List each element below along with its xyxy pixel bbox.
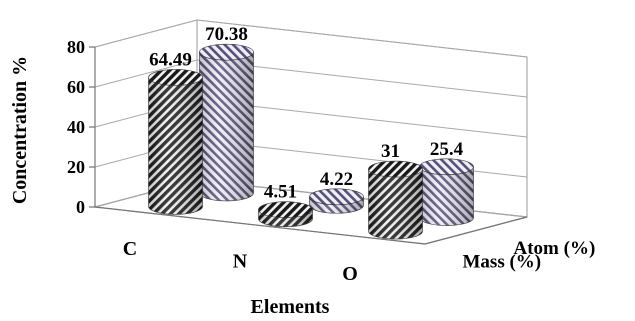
y-axis-title: Concentration % (9, 56, 31, 204)
cylinder-shade (419, 166, 474, 226)
y-tick-label: 80 (67, 37, 85, 57)
cylinder-top (258, 201, 313, 219)
category-label: C (123, 238, 137, 260)
y-tick-label: 20 (67, 157, 85, 177)
y-tick-label: 60 (67, 77, 85, 97)
cylinder-top (199, 43, 254, 61)
labels: 0 20 40 60 80 C N O Mass (%)Atom (%) 70.38 4.22 25.… (67, 24, 595, 285)
data-label: 25.4 (430, 139, 464, 160)
gridline (94, 59, 528, 98)
cylinder-shade (199, 52, 254, 201)
data-label: 4.22 (320, 169, 353, 190)
x-axis-title: Elements (251, 296, 330, 318)
series-label: Mass (%) (463, 251, 542, 272)
series-label: Atom (%) (514, 238, 596, 259)
cylinder-top (368, 160, 423, 178)
data-label: 31 (381, 141, 400, 162)
gridline (94, 19, 528, 58)
cylinder-shade (148, 77, 203, 215)
data-label: 64.49 (149, 49, 192, 70)
y-tick-label: 0 (76, 197, 85, 217)
bars (148, 43, 474, 240)
bar-mass-n (258, 201, 313, 228)
depth-axis-line (424, 216, 528, 245)
bar-atom-c (199, 43, 254, 202)
bar-mass-c (148, 69, 203, 215)
bar-atom-n (309, 188, 364, 214)
bar-mass-o (368, 160, 423, 240)
cylinder-top (309, 188, 364, 206)
category-label: O (342, 263, 358, 285)
axes (94, 47, 528, 245)
x-axis-line (94, 206, 426, 245)
category-label: N (233, 251, 248, 273)
data-label: 4.51 (264, 182, 297, 203)
bar-atom-o (419, 158, 474, 226)
cylinder-top (419, 158, 474, 176)
cylinder-shade (368, 169, 423, 240)
y-tick-label: 40 (67, 117, 85, 137)
cylinder-top (148, 69, 203, 86)
data-label: 70.38 (205, 24, 248, 45)
